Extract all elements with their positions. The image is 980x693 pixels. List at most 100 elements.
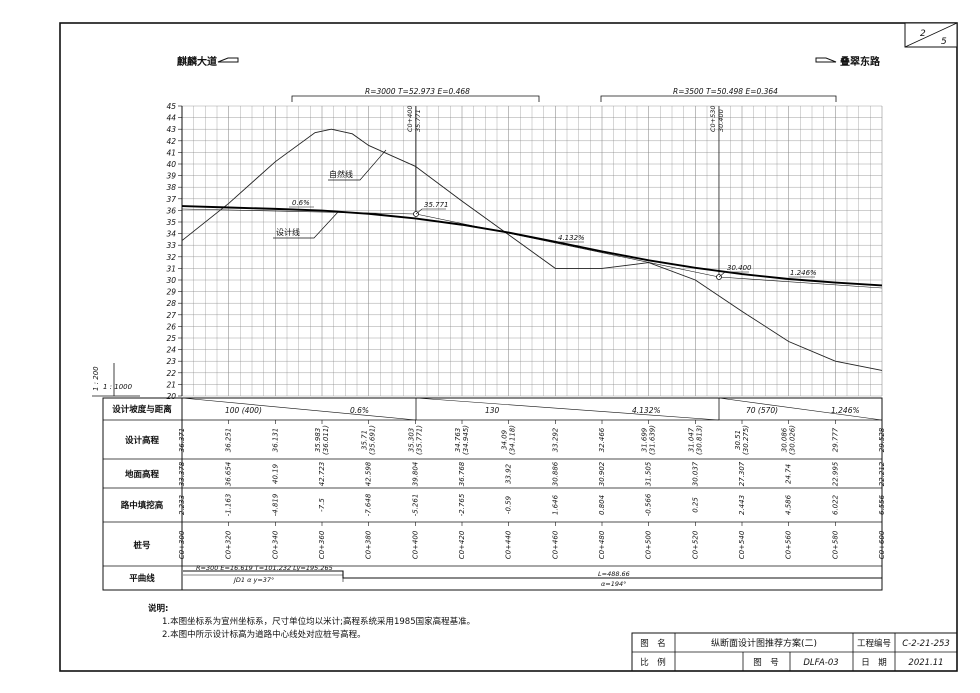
design-elev-value: (34.118) [509, 425, 517, 455]
design-elev-value: 35.71 [361, 430, 369, 450]
page-total: 5 [941, 37, 947, 47]
sheet-border [59, 22, 958, 672]
station-value: C0+400 [411, 530, 419, 559]
horizontal-scale: 1 : 1000 [103, 383, 133, 391]
ground-elev-value: 27.307 [738, 461, 746, 486]
y-tick-label: 31 [166, 264, 176, 273]
vertical-curve-1: R=3000 T=52.973 E=0.468 [291, 87, 540, 102]
grade-seg-2-length: 130 [485, 406, 500, 415]
right-arrow-icon [815, 57, 837, 63]
station-value: C0+340 [271, 530, 279, 559]
grade-seg-2-grade: 4.132% [632, 406, 661, 415]
fill-cut-value: -4.819 [271, 493, 279, 516]
design-elev-value: 36.251 [225, 428, 233, 453]
station-value: C0+600 [878, 530, 886, 559]
scale-indicator: 1 : 200 1 : 1000 [92, 363, 140, 397]
ground-elev-value: 30.037 [691, 461, 699, 486]
station-value: C0+440 [505, 530, 513, 559]
scale-label: 比 例 [640, 657, 666, 668]
title-name-label: 图 名 [640, 638, 666, 649]
fill-cut-value: 0.25 [691, 497, 699, 513]
y-tick-label: 21 [166, 380, 176, 389]
grade-seg-3-length: 70 (570) [746, 406, 778, 415]
y-tick-label: 42 [166, 137, 176, 146]
ground-elev-value: 40.19 [271, 463, 279, 484]
vpi-1-chainage: C0+400 [406, 105, 414, 132]
station-value: C0+520 [691, 530, 699, 559]
ground-line-label: 自然线 [329, 169, 353, 179]
ground-elev-value: 22.212 [878, 461, 886, 486]
y-tick-label: 24 [166, 346, 176, 355]
station-value: C0+420 [458, 530, 466, 559]
ground-line [181, 128, 883, 371]
ground-elev-value: 30.902 [598, 461, 606, 486]
y-axis-ticks: 20 21 22 23 24 25 26 27 28 29 30 31 32 33 34 35 36 37 38 39… [166, 102, 182, 401]
y-tick-label: 25 [166, 334, 176, 343]
ground-elev-value: 42.723 [318, 462, 326, 487]
design-elev-value: 33.292 [551, 427, 559, 452]
vpi-2-elev: 30.400 [717, 109, 725, 132]
vertical-curve-2: R=3500 T=50.498 E=0.364 [600, 87, 837, 102]
design-elev-value: (34.945) [462, 425, 470, 455]
design-elev-value: 34.09 [501, 429, 509, 450]
page-number-box: 2 5 [904, 22, 958, 48]
y-tick-label: 45 [166, 102, 176, 111]
grade-label-3: 1.246% [789, 269, 817, 278]
y-tick-label: 36 [166, 206, 176, 215]
title-name-value: 纵断面设计图推荐方案(二) [711, 637, 817, 649]
y-tick-label: 20 [166, 392, 176, 401]
design-elev-value: 29.528 [878, 427, 886, 452]
y-tick-label: 27 [166, 311, 176, 320]
y-tick-label: 30 [166, 276, 176, 285]
fill-cut-value: 6.556 [878, 494, 886, 515]
ground-elev-value: 33.92 [505, 463, 513, 484]
y-tick-label: 34 [166, 230, 176, 239]
design-elev-value: 35.983 [314, 428, 322, 453]
fill-cut-value: -7.5 [318, 498, 326, 512]
ground-elev-value: 33.378 [178, 461, 186, 486]
ground-elev-value: 24.74 [785, 464, 793, 484]
design-elev-value: 30.51 [734, 430, 742, 450]
vpi-1-elev: 35.771 [414, 109, 422, 132]
row-label-grade: 设计坡度与距离 [112, 404, 172, 415]
fill-cut-value: -7.648 [365, 493, 373, 516]
vpi-point-1: 35.771 [413, 201, 449, 217]
fill-cut-value: 2.443 [738, 495, 746, 515]
y-tick-label: 26 [166, 322, 176, 331]
project-no-value: C-2-21-253 [902, 639, 950, 649]
notes: 说明: 1.本图坐标系为宣州坐标系，尺寸单位均以米计;高程系统采用1985国家高… [148, 603, 475, 642]
fill-cut-value: -5.261 [411, 494, 419, 517]
design-elev-value: 36.371 [178, 428, 186, 453]
design-elev-value: (35.771) [415, 425, 423, 455]
design-line-label: 设计线 [276, 227, 300, 237]
drawing-no-label: 图 号 [753, 658, 779, 668]
fill-cut-value: 0.804 [598, 495, 606, 515]
design-elev-value: 36.131 [271, 428, 279, 453]
table-values: 36.371 33.378 2.233 C0+300 36.251 36.654 -1.16… [178, 420, 886, 559]
notes-title: 说明: [148, 604, 169, 614]
drawing-no-value: DLFA-03 [803, 658, 838, 668]
row-label-station: 桩号 [133, 540, 151, 551]
ground-elev-value: 36.768 [458, 461, 466, 486]
notes-line-1: 1.本图坐标系为宣州坐标系，尺寸单位均以米计;高程系统采用1985国家高程基准。 [162, 617, 476, 627]
horizontal-curve-label-2: JD1 α y=37° [232, 576, 274, 584]
title-block: 图 名 纵断面设计图推荐方案(二) 工程编号 C-2-21-253 比 例 图 … [631, 632, 958, 672]
table-row-labels: 设计坡度与距离 设计高程 地面高程 路中填挖高 桩号 平曲线 [112, 404, 172, 584]
station-value: C0+300 [178, 530, 186, 559]
y-tick-label: 28 [166, 299, 176, 308]
grade-seg-1-grade: 0.6% [350, 406, 369, 415]
grade-label-1-text: 0.6% [292, 199, 310, 207]
fill-cut-value: 4.586 [785, 494, 793, 515]
station-value: C0+380 [365, 530, 373, 559]
vpi-point-2: 30.400 [716, 264, 752, 280]
vertical-curve-1-label: R=3000 T=52.973 E=0.468 [365, 87, 470, 96]
y-tick-label: 43 [166, 125, 176, 134]
design-elev-value: (31.639) [649, 425, 657, 455]
row-label-fill-cut: 路中填挖高 [121, 500, 164, 511]
station-value: C0+460 [551, 530, 559, 559]
station-value: C0+540 [738, 530, 746, 559]
ground-elev-value: 39.804 [411, 462, 419, 487]
right-road-label: 叠翠东路 [840, 55, 881, 68]
row-label-horizontal-curve: 平曲线 [129, 573, 155, 584]
